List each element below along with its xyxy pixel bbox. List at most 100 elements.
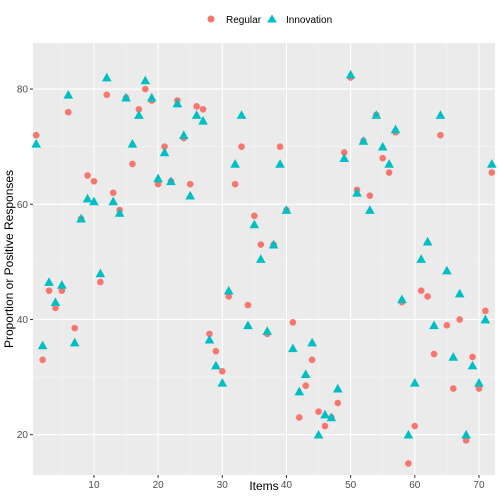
point-innovation xyxy=(486,159,497,168)
x-axis-title: Items xyxy=(249,479,278,493)
point-innovation xyxy=(223,285,234,295)
point-regular xyxy=(456,316,464,323)
point-regular xyxy=(417,287,425,294)
point-innovation xyxy=(249,219,260,229)
point-regular xyxy=(366,192,374,199)
point-regular xyxy=(154,180,162,188)
point-regular xyxy=(430,350,438,358)
x-tick-label: 70 xyxy=(473,480,485,491)
point-innovation xyxy=(332,383,343,393)
point-regular xyxy=(257,241,265,248)
point-innovation xyxy=(236,110,247,119)
point-regular xyxy=(141,85,149,93)
point-innovation xyxy=(31,139,42,148)
point-innovation xyxy=(448,352,459,361)
point-regular xyxy=(84,172,91,179)
point-regular xyxy=(482,307,489,315)
point-innovation xyxy=(365,205,375,214)
x-tick-label: 60 xyxy=(409,480,421,491)
point-innovation xyxy=(204,334,215,344)
point-regular xyxy=(475,385,483,392)
point-regular xyxy=(469,353,476,361)
point-regular xyxy=(90,177,98,185)
point-regular xyxy=(52,304,59,312)
point-innovation xyxy=(358,136,369,145)
point-regular xyxy=(64,108,72,116)
point-innovation xyxy=(480,314,491,324)
point-regular xyxy=(199,105,207,113)
point-innovation xyxy=(288,343,298,353)
point-innovation xyxy=(95,268,106,278)
point-innovation xyxy=(345,69,356,79)
point-innovation xyxy=(89,196,99,206)
point-innovation xyxy=(243,320,253,330)
point-regular xyxy=(276,143,284,150)
point-regular xyxy=(135,105,143,113)
point-innovation xyxy=(146,92,157,102)
point-innovation xyxy=(82,193,93,203)
point-innovation xyxy=(313,429,324,439)
point-innovation xyxy=(326,412,337,422)
point-innovation xyxy=(178,130,189,139)
point-regular xyxy=(405,460,412,467)
point-regular xyxy=(97,278,104,286)
point-innovation xyxy=(416,254,427,263)
point-innovation xyxy=(198,115,208,125)
point-innovation xyxy=(429,320,439,330)
y-axis-title: Proportion or Positive Responses xyxy=(2,170,16,348)
point-innovation xyxy=(294,386,305,396)
point-innovation xyxy=(397,294,407,304)
point-regular xyxy=(315,408,322,415)
point-innovation xyxy=(384,159,394,168)
axes: 10 20 30 40 50 60 70 20 40 60 80 xyxy=(17,85,485,491)
point-innovation xyxy=(377,141,388,151)
point-regular xyxy=(295,414,303,421)
point-innovation xyxy=(140,75,151,85)
point-regular xyxy=(411,422,419,430)
plot-panel xyxy=(33,43,495,475)
point-innovation xyxy=(76,213,86,223)
point-regular xyxy=(225,293,233,300)
point-innovation xyxy=(371,110,382,119)
point-innovation xyxy=(422,236,433,246)
point-regular xyxy=(340,149,348,156)
point-innovation xyxy=(300,369,311,379)
point-innovation xyxy=(121,92,131,102)
point-innovation xyxy=(69,337,80,347)
point-innovation xyxy=(37,340,48,350)
point-innovation xyxy=(172,98,183,108)
legend-label-innovation: Innovation xyxy=(286,15,332,26)
point-innovation xyxy=(255,254,266,263)
point-regular xyxy=(58,287,66,294)
point-regular xyxy=(379,154,387,162)
point-innovation xyxy=(50,297,61,307)
point-regular xyxy=(109,189,117,197)
point-innovation xyxy=(403,429,414,439)
x-tick-label: 20 xyxy=(153,480,165,491)
point-regular xyxy=(244,301,252,309)
point-innovation xyxy=(101,72,112,82)
point-regular xyxy=(32,131,40,139)
point-regular xyxy=(218,368,226,375)
point-innovation xyxy=(217,378,228,387)
point-innovation xyxy=(442,265,452,275)
point-innovation xyxy=(320,409,330,419)
point-innovation xyxy=(275,159,285,168)
point-innovation xyxy=(409,378,420,387)
point-regular xyxy=(302,382,310,390)
point-regular xyxy=(238,143,245,150)
point-innovation xyxy=(454,288,465,298)
point-innovation xyxy=(127,139,138,148)
y-tick-label: 80 xyxy=(17,85,29,96)
point-innovation xyxy=(185,190,196,200)
point-regular xyxy=(437,131,444,139)
legend-key-regular xyxy=(207,15,215,23)
point-innovation xyxy=(281,205,292,214)
point-innovation xyxy=(57,280,67,289)
point-innovation xyxy=(44,277,54,286)
point-regular xyxy=(193,103,200,110)
point-innovation xyxy=(108,196,119,206)
data-points xyxy=(31,69,497,467)
point-regular xyxy=(462,437,470,444)
x-tick-label: 30 xyxy=(217,480,229,491)
